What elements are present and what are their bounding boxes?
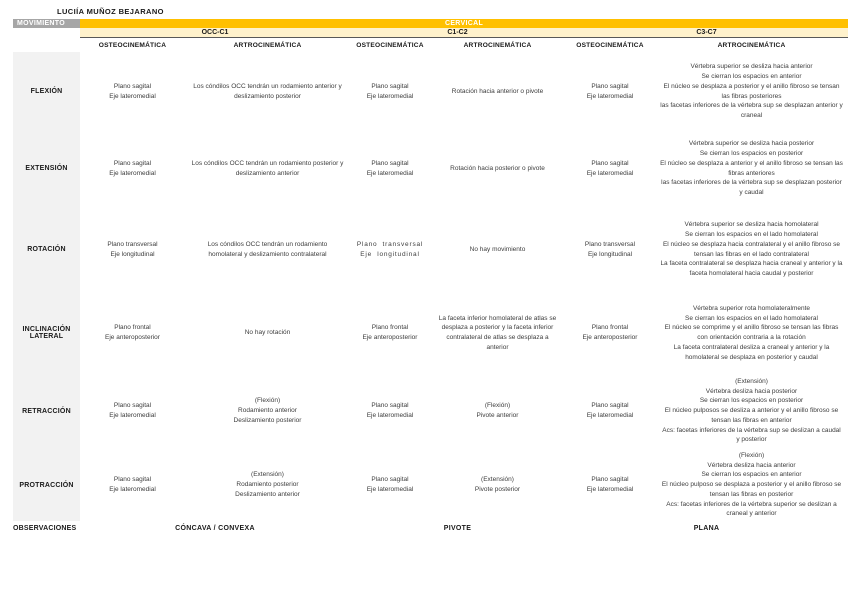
segment-occ-c1: OCC-C1	[201, 29, 229, 36]
cell-inclinacion-c3c7-artro: Vértebra superior rota homolateralmente …	[664, 304, 839, 361]
cell-inclinacion-c1c2-artro: La faceta inferior homolateral de atlas …	[438, 314, 557, 351]
page-title: LUCIÍA MUÑOZ BEJARANO	[57, 7, 164, 16]
cell-inclinacion-c3c7-osteo: Plano frontal Eje anteroposterior	[582, 324, 638, 341]
column-header-c1c2-artrocinematica: ARTROCINEMÁTICA	[463, 41, 532, 49]
segment-c3-c7: C3-C7	[696, 29, 717, 36]
segment-c1-c2: C1-C2	[447, 29, 468, 36]
row-label-flexion: FLEXIÓN	[13, 52, 80, 131]
cell-retraccion-occ-artro: (Flexión) Rodamiento anterior Deslizamie…	[233, 397, 302, 424]
cell-extension-c1c2-osteo: Plano sagital Eje lateromedial	[366, 159, 414, 177]
cell-retraccion-occ-osteo: Plano sagital Eje lateromedial	[109, 402, 156, 419]
corner-header-movimiento: MOVIMIENTO	[13, 19, 80, 28]
cell-protraccion-c3c7-osteo: Plano sagital Eje lateromedial	[586, 476, 634, 493]
cell-inclinacion-occ-osteo: Plano frontal Eje anteroposterior	[105, 324, 160, 341]
cell-inclinacion-c1c2-osteo: Plano frontal Eje anteroposterior	[362, 324, 418, 341]
column-header-occ-artrocinematica: ARTROCINEMÁTICA	[233, 41, 302, 49]
cell-retraccion-c3c7-osteo: Plano sagital Eje lateromedial	[586, 402, 634, 419]
spacer-cell	[13, 38, 80, 52]
cell-flexion-c3c7-osteo: Plano sagital Eje lateromedial	[586, 82, 634, 100]
row-label-retraccion: RETRACCIÓN	[13, 373, 80, 449]
cell-rotacion-c3c7-artro: Vértebra superior se desliza hacia homol…	[660, 221, 843, 277]
cell-rotacion-c1c2-artro: No hay movimiento	[469, 245, 526, 253]
cell-flexion-occ-osteo: Plano sagital Eje lateromedial	[109, 82, 156, 100]
segment-band: OCC-C1 C1-C2 C3-C7	[80, 28, 848, 38]
cell-rotacion-occ-artro: Los cóndilos OCC tendrán un rodamiento h…	[207, 240, 328, 258]
cell-extension-occ-osteo: Plano sagital Eje lateromedial	[109, 159, 156, 177]
region-header-cervical: CERVICAL	[80, 19, 848, 28]
cell-retraccion-c3c7-artro: (Extensión) Vértebra desliza hacia poste…	[662, 377, 841, 444]
cell-rotacion-occ-osteo: Plano transversal Eje longitudinal	[107, 240, 158, 258]
cell-protraccion-c3c7-artro: (Flexión) Vértebra desliza hacia anterio…	[661, 451, 842, 518]
cell-protraccion-occ-artro: (Extensión) Rodamiento posterior Desliza…	[235, 471, 300, 498]
cell-flexion-c3c7-artro: Vértebra superior se desliza hacia anter…	[660, 63, 843, 119]
cervical-movement-table: MOVIMIENTO CERVICAL OCC-C1 C1-C2 C3-C7 O…	[13, 19, 848, 546]
cell-extension-c1c2-artro: Rotación hacia posterior o pivote	[450, 164, 545, 172]
observacion-c3-c7: PLANA	[693, 525, 720, 532]
cell-extension-occ-artro: Los cóndilos OCC tendrán un rodamiento p…	[191, 159, 344, 177]
row-label-inclinacion-lateral: INCLINACIÓN LATERAL	[13, 293, 80, 373]
column-header-occ-osteocinematica: OSTEOCINEMÁTICA	[98, 41, 167, 49]
observacion-occ-c1: CÓNCAVA / CONVEXA	[175, 525, 255, 532]
cell-retraccion-c1c2-osteo: Plano sagital Eje lateromedial	[366, 402, 414, 419]
column-header-c3c7-artrocinematica: ARTROCINEMÁTICA	[717, 41, 786, 49]
cell-flexion-c1c2-osteo: Plano sagital Eje lateromedial	[366, 82, 414, 100]
row-label-protraccion: PROTRACCIÓN	[13, 449, 80, 521]
cell-flexion-c1c2-artro: Rotación hacia anterior o pivote	[451, 87, 544, 95]
cell-protraccion-c1c2-artro: (Extensión) Pivote posterior	[474, 476, 521, 493]
cell-rotacion-c1c2-osteo: Plano transversal Eje longitudinal	[356, 240, 424, 258]
column-header-c3c7-osteocinematica: OSTEOCINEMÁTICA	[576, 41, 644, 49]
cell-extension-c3c7-osteo: Plano sagital Eje lateromedial	[586, 159, 634, 177]
row-label-observaciones: OBSERVACIONES	[13, 525, 77, 532]
column-header-c1c2-osteocinematica: OSTEOCINEMÁTICA	[356, 41, 424, 49]
cell-extension-c3c7-artro: Vértebra superior se desliza hacia poste…	[660, 140, 843, 196]
cell-inclinacion-occ-artro: No hay rotación	[244, 329, 291, 337]
observacion-c1-c2: PIVOTE	[443, 525, 472, 532]
cell-rotacion-c3c7-osteo: Plano transversal Eje longitudinal	[584, 240, 636, 258]
cell-protraccion-c1c2-osteo: Plano sagital Eje lateromedial	[366, 476, 414, 493]
cell-flexion-occ-artro: Los cóndilos OCC tendrán un rodamiento a…	[193, 82, 342, 100]
cell-protraccion-occ-osteo: Plano sagital Eje lateromedial	[109, 476, 156, 493]
spacer-cell	[13, 28, 80, 38]
cell-retraccion-c1c2-artro: (Flexión) Pivote anterior	[476, 402, 519, 419]
row-label-rotacion: ROTACIÓN	[13, 206, 80, 293]
row-label-extension: EXTENSIÓN	[13, 131, 80, 206]
